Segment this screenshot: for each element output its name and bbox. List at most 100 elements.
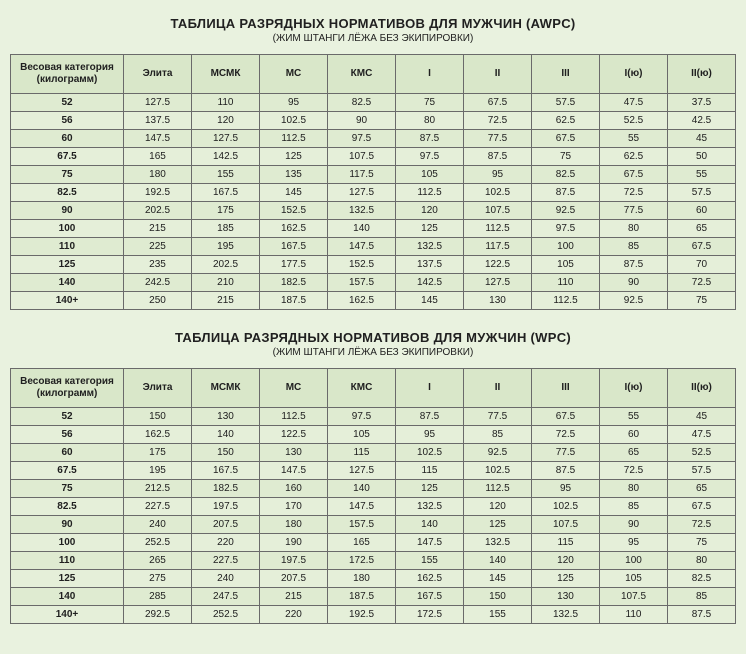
value-cell: 45	[668, 130, 736, 148]
value-cell: 140	[464, 552, 532, 570]
table-row: 90240207.5180157.5140125107.59072.5	[11, 516, 736, 534]
weight-category-cell: 140	[11, 274, 124, 292]
value-cell: 50	[668, 148, 736, 166]
table-row: 67.5195167.5147.5127.5115102.587.572.557…	[11, 462, 736, 480]
table-row: 125275240207.5180162.514512510582.5	[11, 570, 736, 588]
weight-category-cell: 60	[11, 444, 124, 462]
value-cell: 190	[260, 534, 328, 552]
table-row: 75180155135117.51059582.567.555	[11, 166, 736, 184]
value-cell: 112.5	[464, 480, 532, 498]
weight-category-cell: 140+	[11, 292, 124, 310]
value-cell: 100	[532, 238, 600, 256]
value-cell: 160	[260, 480, 328, 498]
weight-category-cell: 90	[11, 202, 124, 220]
value-cell: 52.5	[668, 444, 736, 462]
value-cell: 142.5	[192, 148, 260, 166]
table-row: 82.5192.5167.5145127.5112.5102.587.572.5…	[11, 184, 736, 202]
table-block-1: ТАБЛИЦА РАЗРЯДНЫХ НОРМАТИВОВ ДЛЯ МУЖЧИН …	[10, 330, 736, 624]
value-cell: 120	[464, 498, 532, 516]
column-header: II(ю)	[668, 369, 736, 408]
value-cell: 127.5	[192, 130, 260, 148]
weight-category-cell: 67.5	[11, 148, 124, 166]
value-cell: 70	[668, 256, 736, 274]
value-cell: 135	[260, 166, 328, 184]
value-cell: 177.5	[260, 256, 328, 274]
value-cell: 102.5	[464, 184, 532, 202]
value-cell: 55	[668, 166, 736, 184]
value-cell: 110	[532, 274, 600, 292]
weight-category-cell: 67.5	[11, 462, 124, 480]
table-row: 75212.5182.5160140125112.5958065	[11, 480, 736, 498]
value-cell: 112.5	[396, 184, 464, 202]
column-header: МСМК	[192, 369, 260, 408]
value-cell: 92.5	[464, 444, 532, 462]
weight-category-cell: 52	[11, 94, 124, 112]
table-row: 82.5227.5197.5170147.5132.5120102.58567.…	[11, 498, 736, 516]
value-cell: 85	[464, 426, 532, 444]
value-cell: 125	[464, 516, 532, 534]
value-cell: 247.5	[192, 588, 260, 606]
value-cell: 130	[260, 444, 328, 462]
value-cell: 87.5	[532, 184, 600, 202]
value-cell: 120	[396, 202, 464, 220]
value-cell: 227.5	[124, 498, 192, 516]
value-cell: 180	[260, 516, 328, 534]
value-cell: 87.5	[600, 256, 668, 274]
value-cell: 115	[396, 462, 464, 480]
value-cell: 75	[668, 292, 736, 310]
value-cell: 167.5	[396, 588, 464, 606]
value-cell: 87.5	[396, 130, 464, 148]
value-cell: 55	[600, 130, 668, 148]
table-row: 140242.5210182.5157.5142.5127.51109072.5	[11, 274, 736, 292]
value-cell: 97.5	[328, 130, 396, 148]
value-cell: 140	[396, 516, 464, 534]
value-cell: 87.5	[532, 462, 600, 480]
value-cell: 80	[600, 220, 668, 238]
value-cell: 165	[328, 534, 396, 552]
value-cell: 220	[260, 606, 328, 624]
value-cell: 60	[668, 202, 736, 220]
table-row: 140285247.5215187.5167.5150130107.585	[11, 588, 736, 606]
table-row: 56137.5120102.5908072.562.552.542.5	[11, 112, 736, 130]
value-cell: 187.5	[328, 588, 396, 606]
value-cell: 150	[192, 444, 260, 462]
value-cell: 192.5	[328, 606, 396, 624]
value-cell: 87.5	[668, 606, 736, 624]
value-cell: 175	[192, 202, 260, 220]
value-cell: 172.5	[396, 606, 464, 624]
value-cell: 77.5	[464, 408, 532, 426]
value-cell: 127.5	[328, 462, 396, 480]
value-cell: 60	[600, 426, 668, 444]
value-cell: 75	[532, 148, 600, 166]
value-cell: 225	[124, 238, 192, 256]
value-cell: 80	[600, 480, 668, 498]
value-cell: 242.5	[124, 274, 192, 292]
value-cell: 157.5	[328, 516, 396, 534]
value-cell: 265	[124, 552, 192, 570]
weight-category-cell: 110	[11, 552, 124, 570]
column-header: II	[464, 55, 532, 94]
table-row: 67.5165142.5125107.597.587.57562.550	[11, 148, 736, 166]
table-subtitle: (ЖИМ ШТАНГИ ЛЁЖА БЕЗ ЭКИПИРОВКИ)	[10, 347, 736, 358]
table-row: 56162.5140122.5105958572.56047.5	[11, 426, 736, 444]
weight-category-cell: 110	[11, 238, 124, 256]
value-cell: 202.5	[124, 202, 192, 220]
value-cell: 95	[532, 480, 600, 498]
value-cell: 132.5	[328, 202, 396, 220]
weight-category-cell: 125	[11, 256, 124, 274]
value-cell: 112.5	[260, 408, 328, 426]
value-cell: 87.5	[396, 408, 464, 426]
value-cell: 207.5	[192, 516, 260, 534]
value-cell: 92.5	[600, 292, 668, 310]
value-cell: 85	[600, 498, 668, 516]
value-cell: 112.5	[464, 220, 532, 238]
value-cell: 82.5	[328, 94, 396, 112]
table-row: 60147.5127.5112.597.587.577.567.55545	[11, 130, 736, 148]
value-cell: 162.5	[396, 570, 464, 588]
value-cell: 182.5	[260, 274, 328, 292]
value-cell: 102.5	[396, 444, 464, 462]
weight-category-cell: 75	[11, 480, 124, 498]
value-cell: 107.5	[600, 588, 668, 606]
value-cell: 45	[668, 408, 736, 426]
value-cell: 210	[192, 274, 260, 292]
